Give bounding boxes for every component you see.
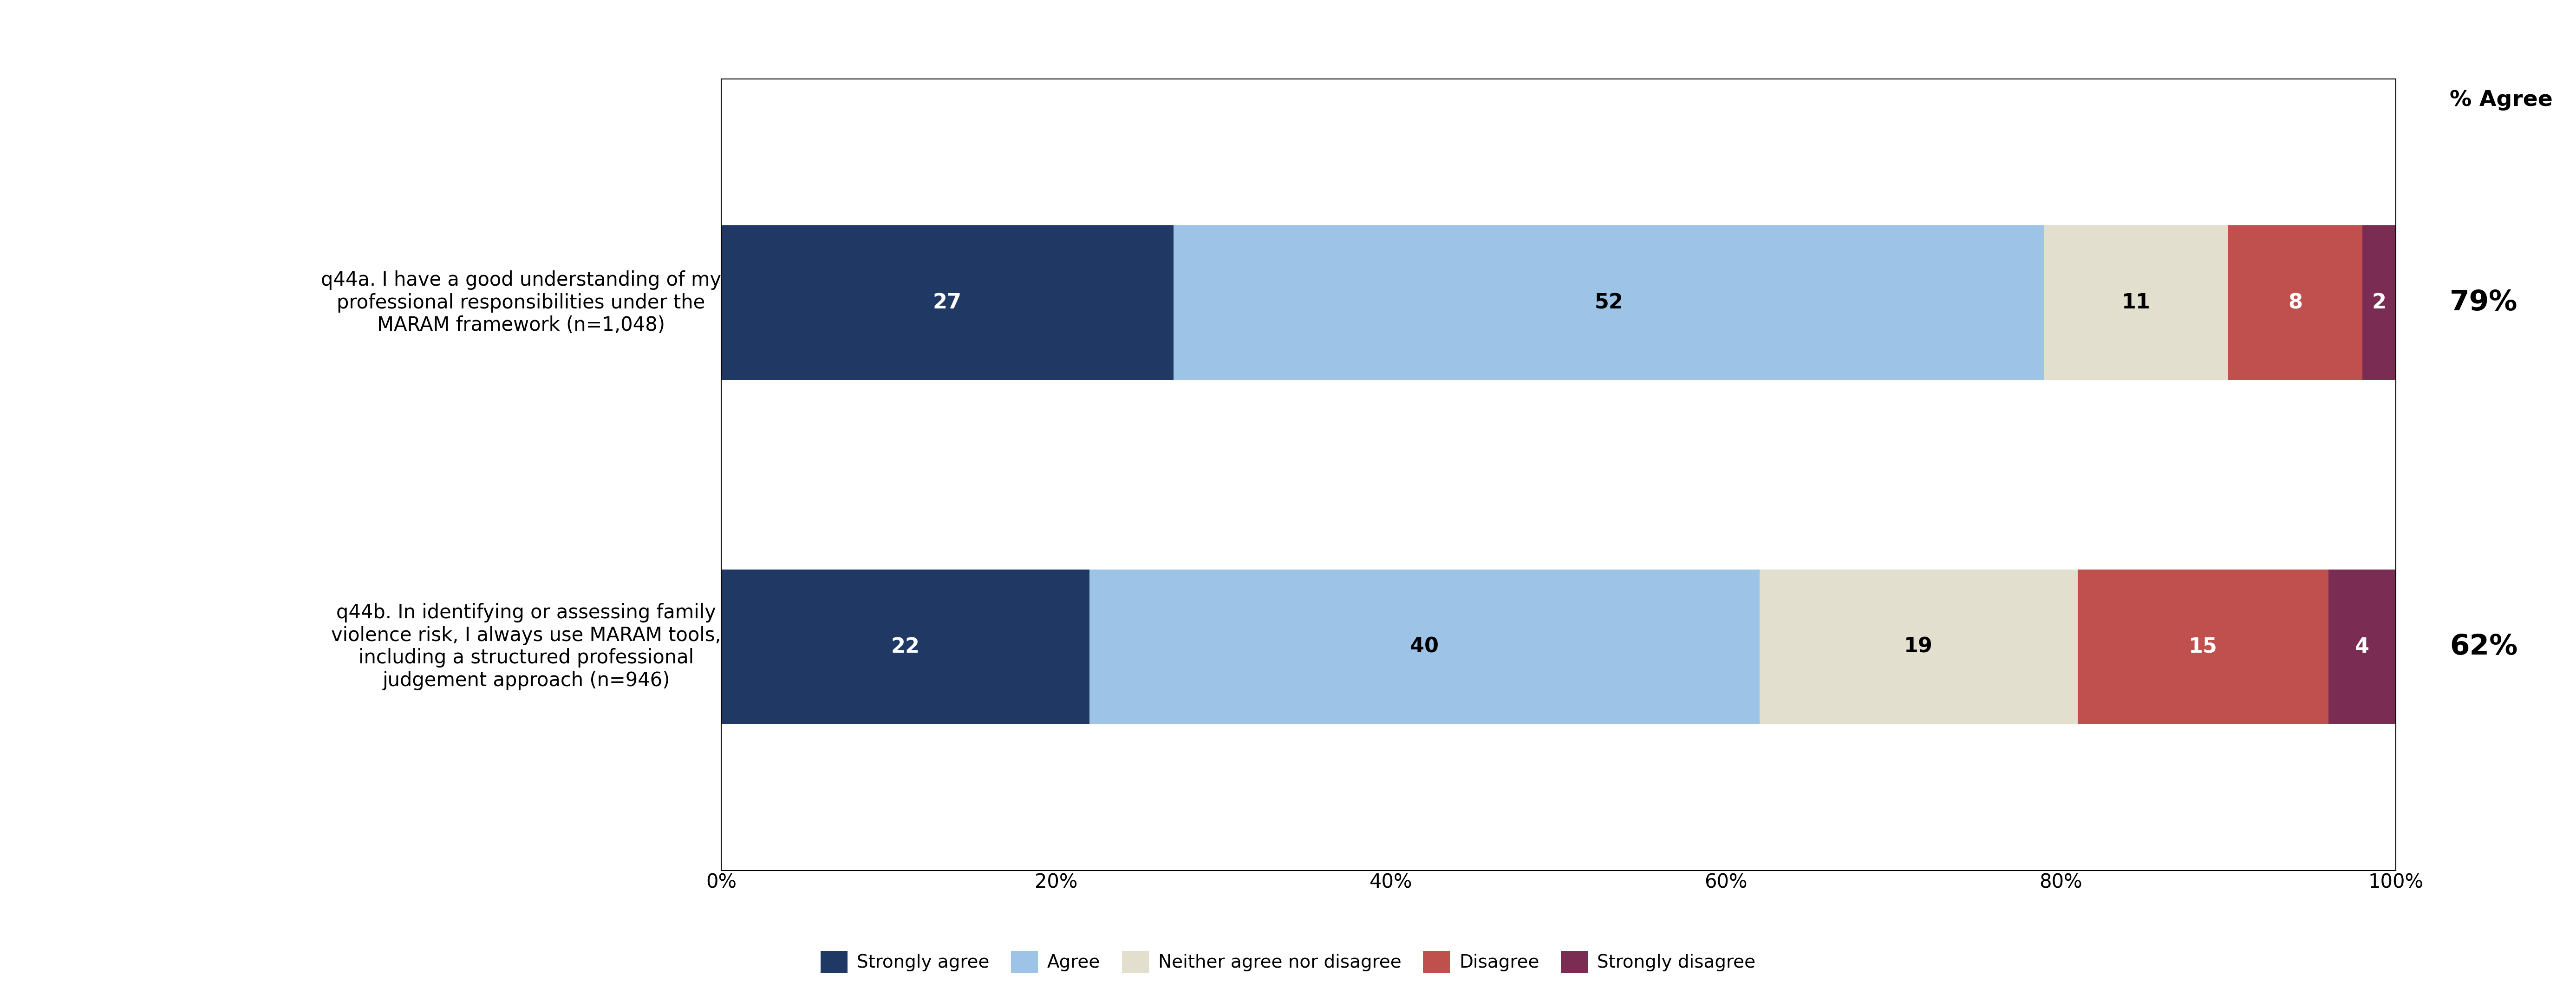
Text: 52: 52 [1595, 293, 1623, 313]
Bar [2076, 570, 2329, 724]
Text: 19: 19 [1904, 637, 1932, 657]
Text: q44a. I have a good understanding of my
professional responsibilities under the
: q44a. I have a good understanding of my … [322, 270, 721, 335]
Bar [721, 225, 1175, 380]
Bar [2045, 225, 2228, 380]
Bar [1090, 570, 1759, 724]
Legend: Strongly agree, Agree, Neither agree nor disagree, Disagree, Strongly disagree: Strongly agree, Agree, Neither agree nor… [814, 944, 1762, 980]
Text: 11: 11 [2123, 293, 2151, 313]
Bar [2228, 225, 2362, 380]
Text: 8: 8 [2287, 293, 2303, 313]
Text: % Agree: % Agree [2450, 89, 2553, 111]
Text: 15: 15 [2190, 637, 2218, 657]
Bar [2329, 570, 2396, 724]
Text: 79%: 79% [2450, 289, 2517, 316]
Text: 4: 4 [2354, 637, 2370, 657]
Text: q44b. In identifying or assessing family
violence risk, I always use MARAM tools: q44b. In identifying or assessing family… [332, 603, 721, 690]
Text: 27: 27 [933, 293, 961, 313]
Text: 40: 40 [1409, 637, 1440, 657]
Bar [1175, 225, 2045, 380]
Text: 62%: 62% [2450, 633, 2517, 661]
Text: 2: 2 [2372, 293, 2385, 313]
Bar [2362, 225, 2396, 380]
Bar [1759, 570, 2079, 724]
Bar [721, 570, 1090, 724]
Text: 22: 22 [891, 637, 920, 657]
